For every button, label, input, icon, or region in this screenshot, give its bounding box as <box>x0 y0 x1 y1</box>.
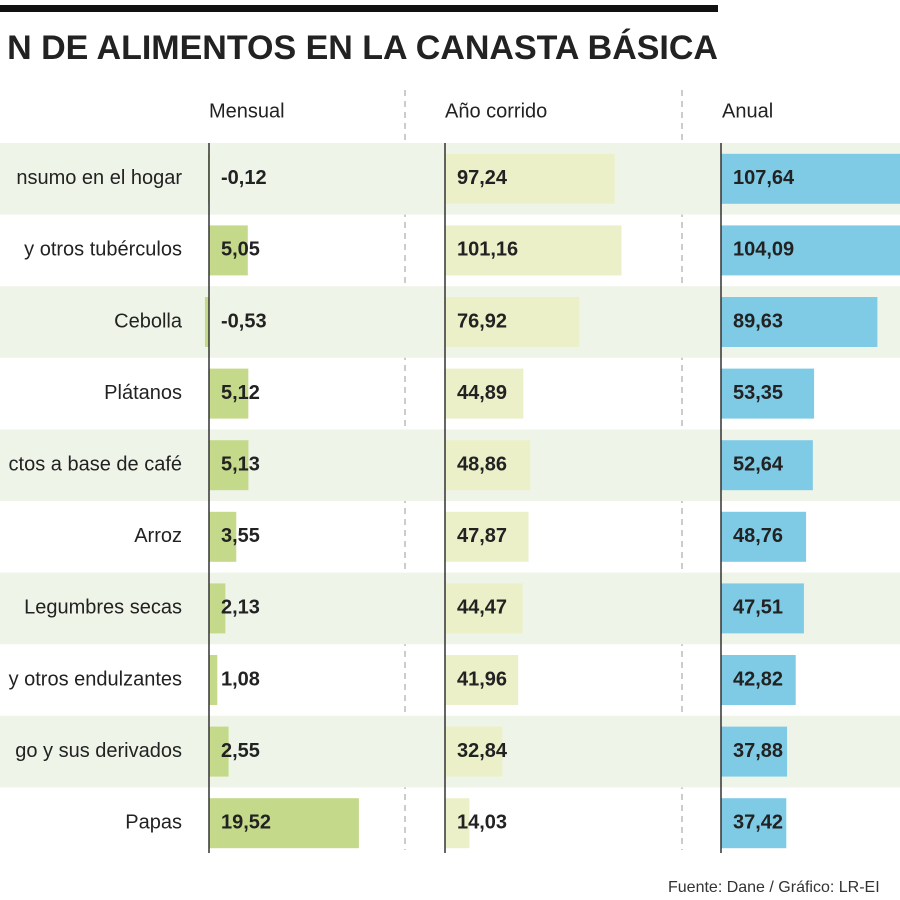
value-label: 2,55 <box>221 740 260 762</box>
bar <box>209 440 249 491</box>
value-label: 44,47 <box>457 597 507 619</box>
bar <box>721 297 878 347</box>
bar <box>209 798 359 849</box>
category-label: Plátanos <box>104 382 182 404</box>
source: Fuente: Dane / Gráfico: LR-EI <box>668 879 880 896</box>
value-label: 101,16 <box>457 239 518 261</box>
bar <box>209 655 218 705</box>
value-label: 5,13 <box>221 453 260 475</box>
top-rule <box>0 5 718 12</box>
bar <box>209 511 237 562</box>
bar <box>721 225 900 276</box>
bar <box>209 583 226 634</box>
bar <box>721 583 804 634</box>
value-label: 3,55 <box>221 525 260 547</box>
value-label: 53,35 <box>733 382 783 404</box>
value-label: 48,86 <box>457 453 507 475</box>
category-label: go y sus derivados <box>15 740 182 762</box>
bar <box>445 440 531 491</box>
bar <box>209 368 249 419</box>
value-label: 1,08 <box>221 668 260 690</box>
category-label: y otros endulzantes <box>9 668 182 690</box>
bar <box>721 726 788 777</box>
category-label: Papas <box>125 811 182 833</box>
marks: nsumo en el hogar y otros tubérculos Cebol… <box>9 100 900 853</box>
value-label: 41,96 <box>457 668 507 690</box>
value-label: 52,64 <box>733 453 784 475</box>
value-label: 48,76 <box>733 525 783 547</box>
category-label: Arroz <box>134 525 182 547</box>
bar <box>721 368 815 419</box>
category-label: Cebolla <box>114 310 183 332</box>
value-label: 47,51 <box>733 597 783 619</box>
bar <box>445 726 503 777</box>
bar <box>445 153 615 204</box>
bar <box>721 511 807 562</box>
bar <box>445 297 580 347</box>
legend-label: Anual <box>722 100 773 122</box>
value-label: -0,12 <box>221 167 267 189</box>
legend-label: Año corrido <box>445 100 547 122</box>
bar <box>445 655 519 705</box>
bar <box>445 798 470 849</box>
value-label: 44,89 <box>457 382 507 404</box>
bar <box>721 153 900 204</box>
category-label: ctos a base de café <box>9 453 182 475</box>
value-label: 19,52 <box>221 811 271 833</box>
value-label: 107,64 <box>733 167 795 189</box>
value-label: 97,24 <box>457 167 508 189</box>
value-label: 104,09 <box>733 239 794 261</box>
value-label: 37,42 <box>733 811 783 833</box>
category-label: nsumo en el hogar <box>16 167 182 189</box>
value-label: 47,87 <box>457 525 507 547</box>
bar <box>209 726 229 777</box>
bar <box>445 368 524 419</box>
value-label: 89,63 <box>733 310 783 332</box>
bar <box>204 297 209 347</box>
value-label: 2,13 <box>221 597 260 619</box>
bar <box>721 440 813 491</box>
value-label: 14,03 <box>457 811 507 833</box>
category-label: Legumbres secas <box>24 597 182 619</box>
value-label: -0,53 <box>221 310 267 332</box>
value-label: 42,82 <box>733 668 783 690</box>
value-label: 37,88 <box>733 740 783 762</box>
value-label: 5,05 <box>221 239 260 261</box>
bar <box>445 583 523 634</box>
bar <box>721 655 796 705</box>
value-label: 76,92 <box>457 310 507 332</box>
bar <box>721 798 787 849</box>
bar <box>209 225 248 276</box>
chart-title: N DE ALIMENTOS EN LA CANASTA BÁSICA <box>7 29 718 67</box>
value-label: 5,12 <box>221 382 260 404</box>
category-label: y otros tubérculos <box>24 239 182 261</box>
value-label: 32,84 <box>457 740 508 762</box>
bar <box>445 511 529 562</box>
bar <box>445 225 622 276</box>
legend-label: Mensual <box>209 100 285 122</box>
